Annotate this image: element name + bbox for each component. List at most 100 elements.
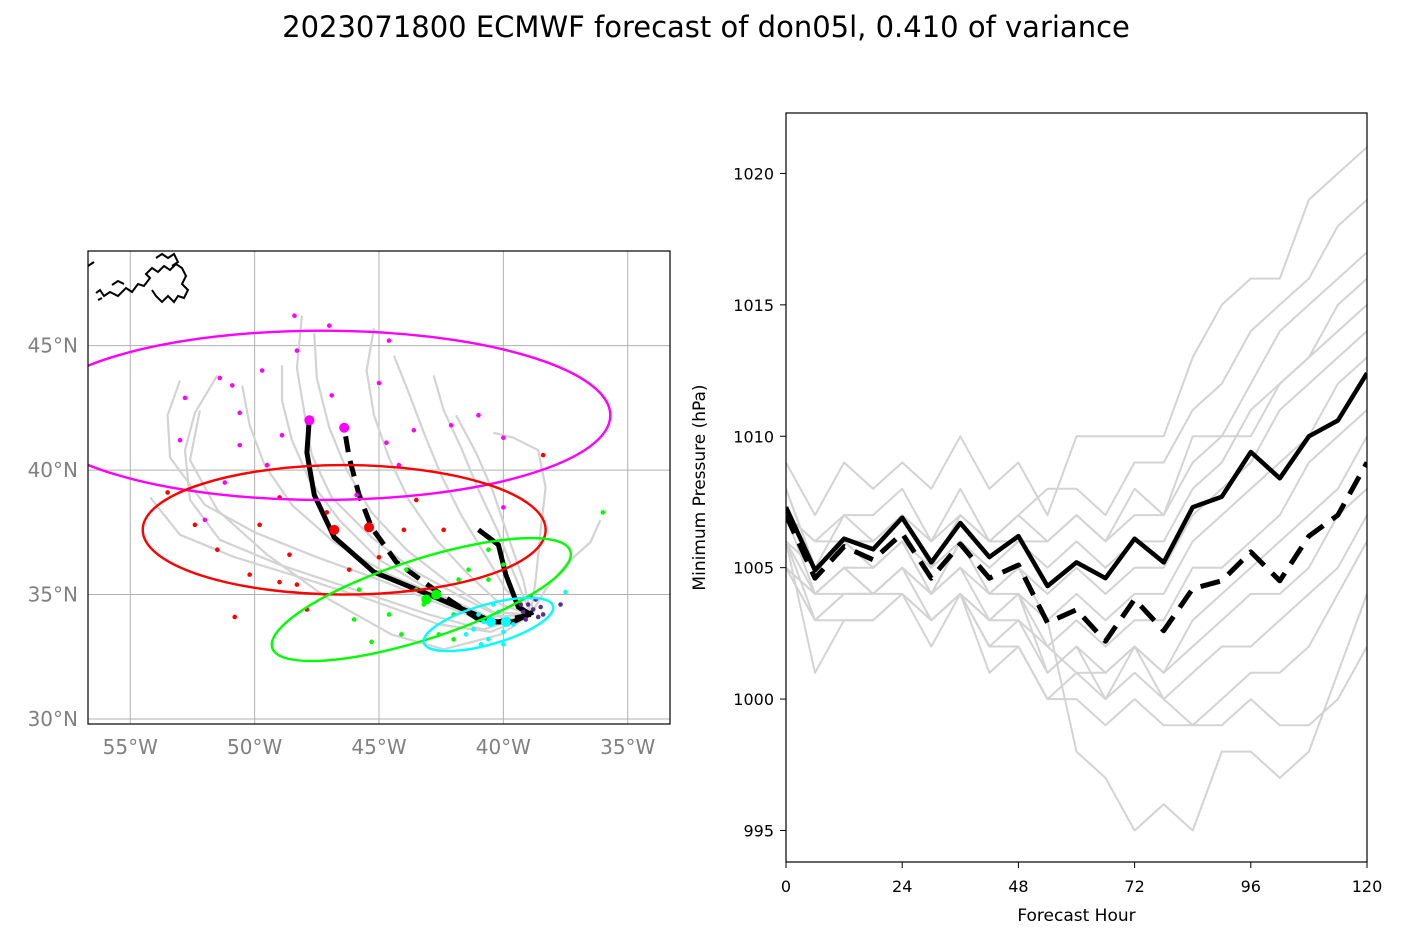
position-point-day3: [540, 452, 546, 458]
position-point-day4: [501, 505, 506, 510]
position-point-day2: [351, 617, 357, 622]
position-point-day2: [399, 632, 404, 637]
x-tick-label: 120: [1352, 877, 1383, 896]
ensemble-pressure-line: [786, 488, 1367, 674]
position-point-day3: [192, 522, 198, 528]
ensemble-track: [313, 333, 531, 616]
mean-position-marker-day4: [304, 415, 315, 426]
position-point-day3: [287, 552, 292, 558]
position-point-day1: [511, 622, 516, 627]
position-point-day4: [264, 462, 270, 468]
position-point-day4: [448, 422, 454, 428]
map-xtick-label: 40°W: [476, 735, 531, 759]
position-point-day3: [414, 497, 419, 503]
ensemble-track: [183, 374, 532, 631]
x-tick-label: 0: [781, 877, 791, 896]
position-point-day3: [257, 522, 262, 528]
x-axis-label: Forecast Hour: [1017, 906, 1135, 926]
coastline: [155, 252, 180, 267]
x-tick-label: 48: [1008, 877, 1028, 896]
map-ytick-label: 45°N: [28, 334, 78, 358]
position-point-day4: [259, 368, 265, 373]
pressure-plot-area: [786, 146, 1367, 832]
x-tick-label: 72: [1124, 877, 1144, 896]
ensemble-track: [188, 410, 532, 651]
mean-position-marker-day2: [431, 589, 442, 600]
position-point-day2: [404, 567, 409, 572]
ensemble-pressure-line: [786, 488, 1367, 832]
mean-position-marker-day3: [364, 522, 375, 533]
ensemble-pressure-line: [786, 540, 1367, 727]
position-point-day3: [324, 510, 330, 515]
position-point-day3: [346, 567, 352, 572]
position-point-day1: [563, 589, 568, 595]
ensemble-track: [432, 375, 532, 615]
position-point-day2: [456, 577, 461, 582]
uncertainty-ellipse-day1: [422, 596, 555, 653]
mean-position-marker-day4: [339, 422, 350, 433]
position-point-day4: [294, 348, 300, 353]
position-point-day0: [540, 612, 546, 617]
ensemble-track: [295, 315, 532, 624]
position-point-day3: [401, 527, 407, 533]
position-point-day1: [481, 619, 486, 625]
ensemble-track: [149, 496, 532, 634]
map-xtick-label: 35°W: [600, 735, 655, 759]
ensemble-pressure-line: [786, 304, 1367, 543]
position-point-day1: [476, 612, 481, 617]
uncertainty-ellipse-day4: [88, 329, 612, 502]
position-point-day4: [354, 492, 359, 498]
position-point-day4: [182, 395, 188, 401]
position-point-day1: [463, 632, 469, 637]
position-point-day4: [386, 338, 392, 343]
position-point-day4: [476, 413, 481, 418]
position-point-day3: [215, 547, 220, 553]
mean-pressure-solid-line: [786, 372, 1367, 589]
position-point-day3: [247, 572, 252, 577]
pressure-plot-panel: 0 24 48 72 96 120 995 1000 1005 1010 1015 1020 Forec…: [690, 112, 1383, 926]
map-xtick-label: 45°W: [351, 735, 406, 759]
y-tick-label: 1000: [733, 690, 774, 709]
position-point-day4: [501, 435, 506, 441]
position-point-day3: [376, 554, 382, 560]
ensemble-pressure-line: [786, 198, 1367, 569]
mean-position-marker-day2: [421, 594, 432, 605]
position-point-day0: [558, 602, 563, 607]
mean-track-segment: [476, 527, 532, 617]
position-point-day2: [451, 637, 456, 642]
position-point-day0: [520, 609, 526, 615]
mean-pressure-dashed-line: [786, 461, 1367, 644]
ensemble-track: [455, 414, 532, 615]
ensemble-pressure-line: [786, 409, 1367, 648]
position-point-day4: [237, 410, 243, 416]
position-point-day4: [229, 383, 235, 388]
position-point-day3: [441, 527, 446, 533]
y-tick-label: 1010: [733, 427, 774, 446]
position-point-day2: [369, 639, 374, 645]
figure-title: 2023071800 ECMWF forecast of don05l, 0.4…: [282, 10, 1130, 44]
pressure-plot-frame: [785, 112, 1368, 863]
position-point-day4: [384, 440, 389, 445]
position-point-day2: [600, 510, 606, 515]
position-point-day3: [232, 614, 238, 620]
y-tick-label: 1005: [733, 559, 774, 578]
position-point-day0: [518, 602, 524, 607]
position-point-day4: [222, 480, 228, 485]
position-point-day3: [165, 490, 170, 495]
position-point-day4: [329, 393, 335, 398]
position-point-day4: [202, 517, 208, 523]
map-ytick-label: 40°N: [28, 458, 78, 482]
map-ytick-label: 30°N: [28, 707, 78, 731]
position-point-day0: [538, 604, 543, 610]
position-point-day2: [486, 547, 491, 553]
y-tick-label: 1015: [733, 296, 774, 315]
y-tick-label: 995: [743, 821, 774, 840]
position-point-day0: [523, 617, 529, 622]
position-point-day2: [386, 612, 392, 617]
ensemble-pressure-line: [786, 566, 1367, 727]
ensemble-track: [392, 355, 532, 616]
map-xtick-label: 50°W: [227, 735, 282, 759]
position-point-day4: [411, 427, 417, 433]
map-plot-area: [88, 251, 670, 724]
position-point-day2: [486, 577, 491, 582]
